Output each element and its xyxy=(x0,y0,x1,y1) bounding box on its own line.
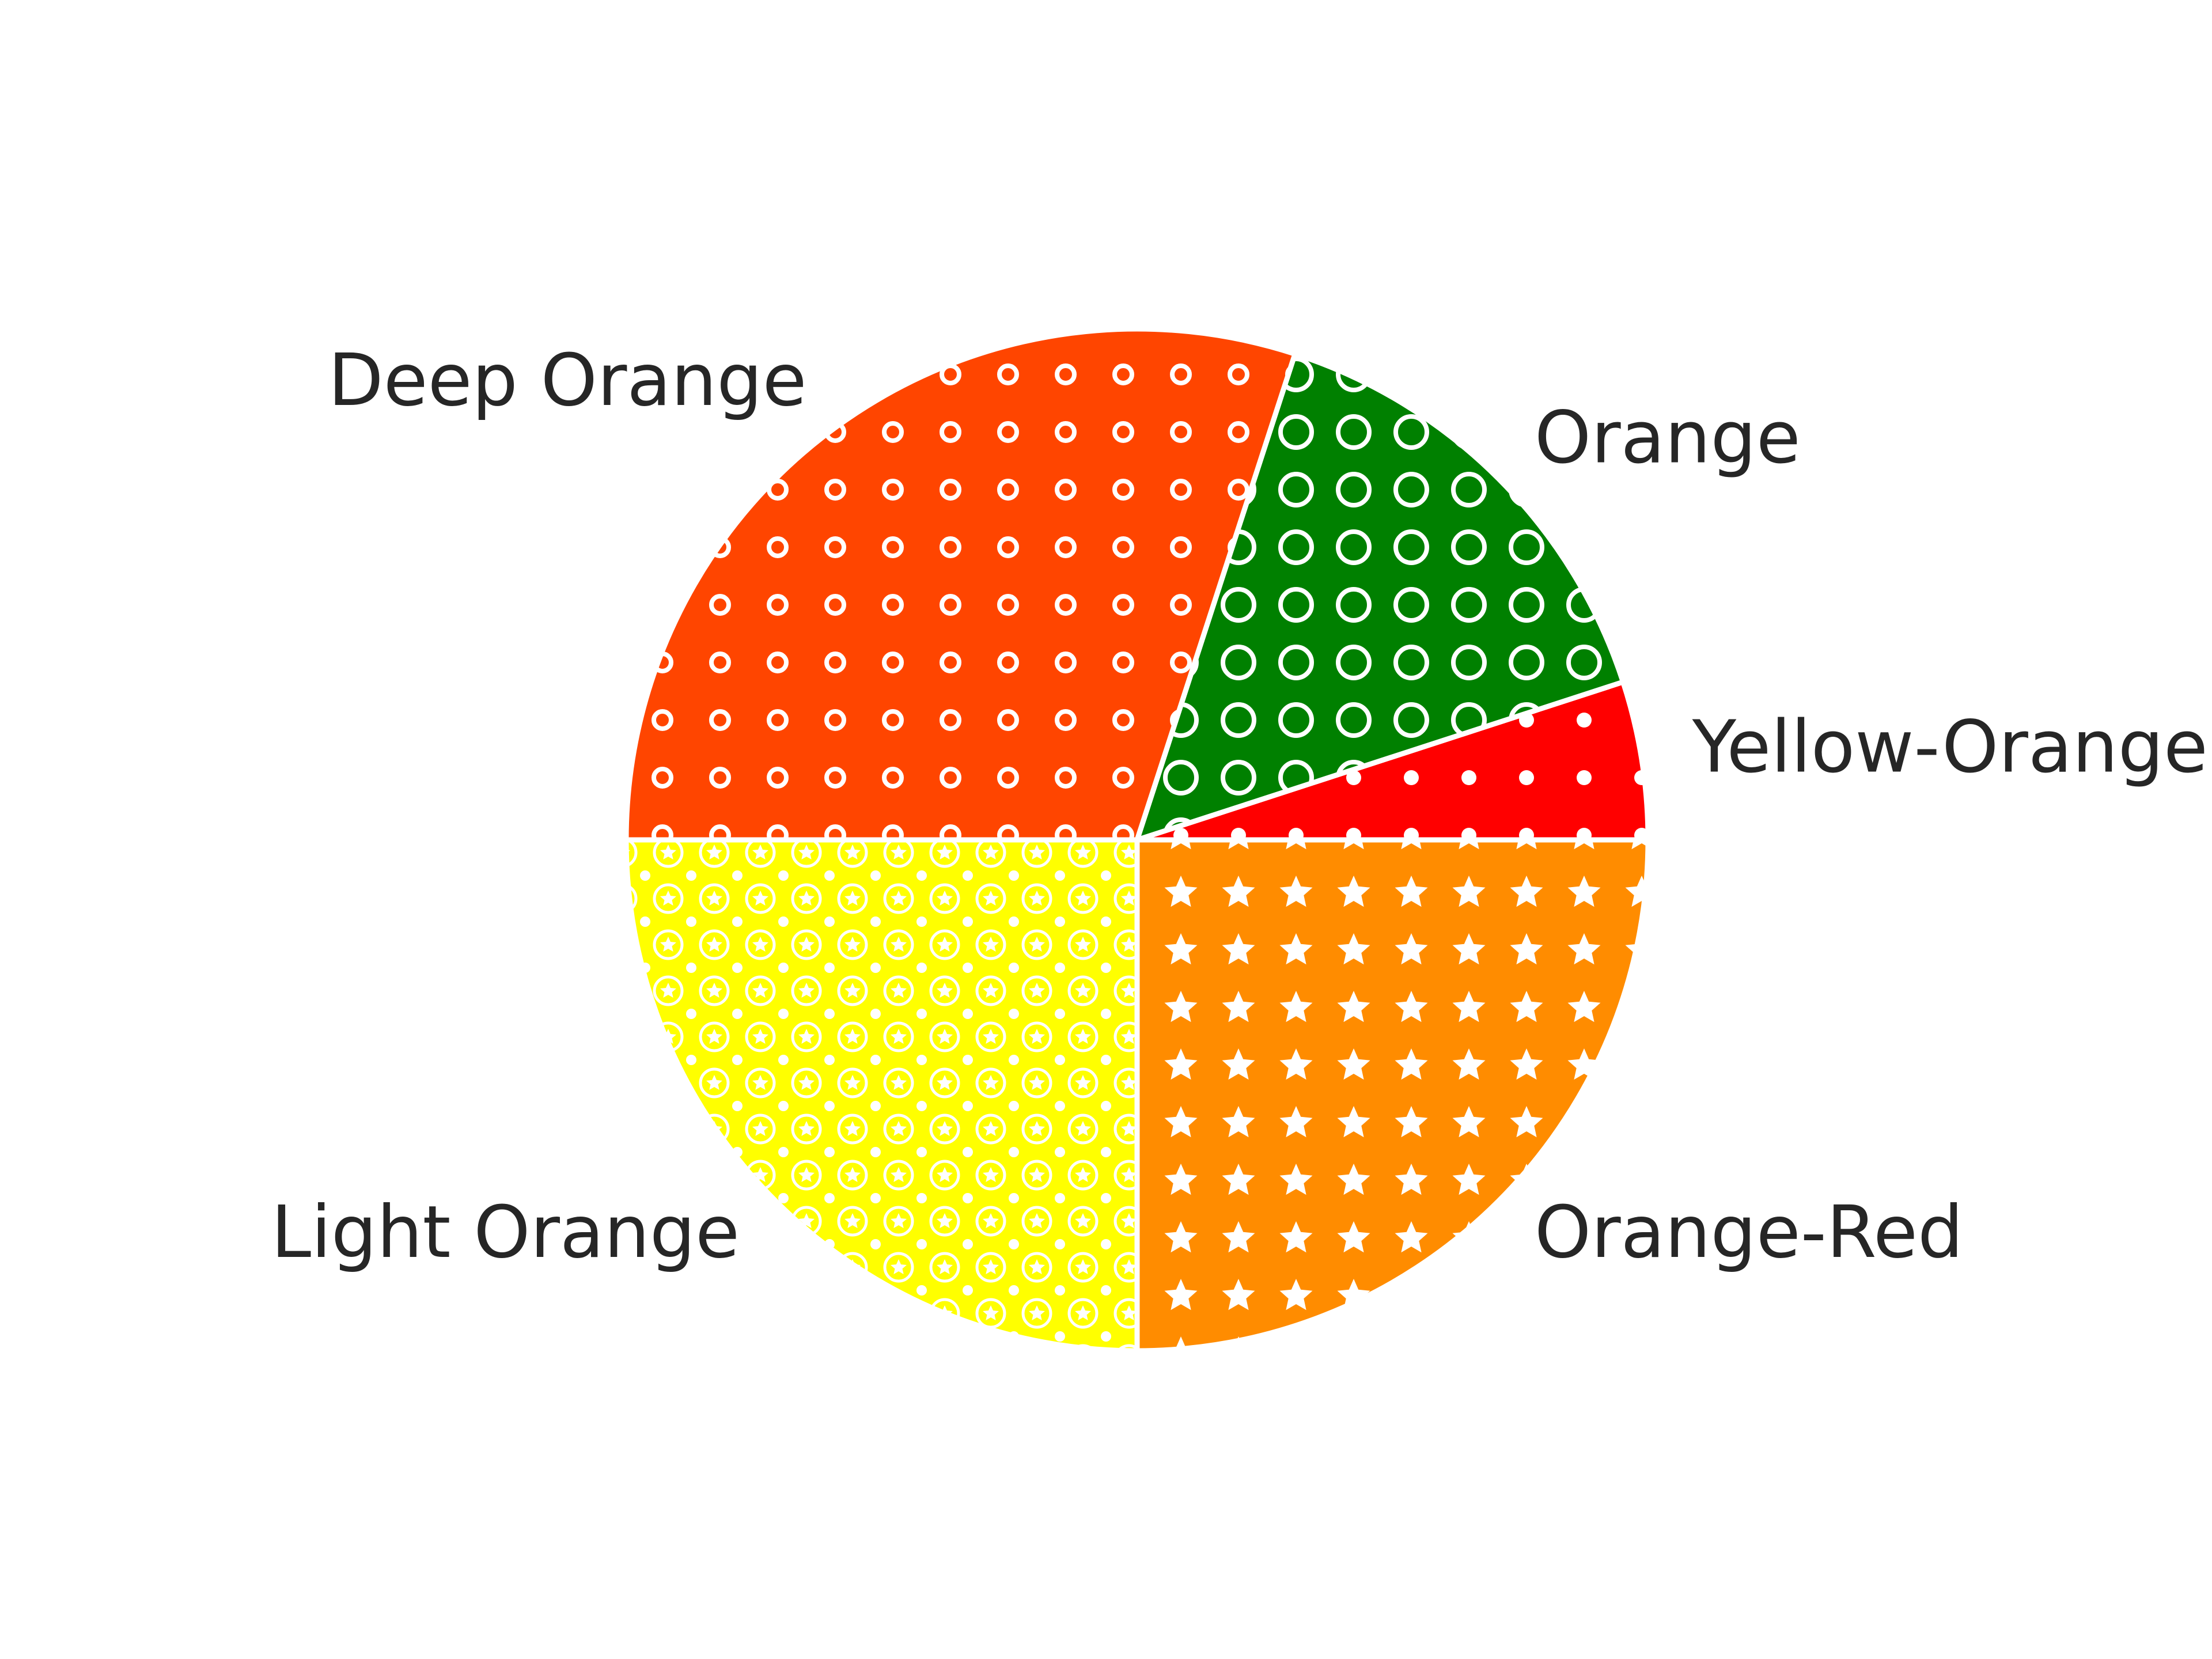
pie-slice-orange-red xyxy=(1134,837,1651,1354)
pie-label-yellow-orange: Yellow-Orange xyxy=(1692,706,2208,789)
pie-labels: Yellow-Orange Orange Deep Orange Light Oran… xyxy=(271,339,2208,1274)
pie-slice-light-orange xyxy=(623,837,1140,1354)
pie-label-orange: Orange xyxy=(1535,396,1801,479)
pie-slice-orange xyxy=(1134,351,1626,843)
pie-label-light-orange: Light Orange xyxy=(271,1191,740,1274)
pie-label-orange-red: Orange-Red xyxy=(1535,1191,1963,1274)
pie-slice-deep-orange xyxy=(623,326,1298,843)
pie-label-deep-orange: Deep Orange xyxy=(328,339,807,422)
pie-slices xyxy=(623,326,1651,1354)
